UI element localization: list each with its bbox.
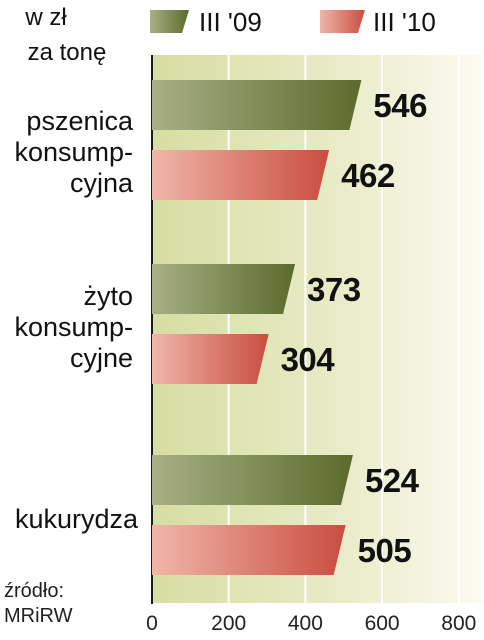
x-tick-label-400: 400 [288, 612, 323, 635]
category-label-zyto: żyto konsump- cyjne [14, 281, 133, 373]
legend-swatch-2009 [150, 10, 189, 33]
value-label-zyto-2010: 304 [281, 341, 336, 378]
value-label-kukurydza-2009: 524 [365, 462, 420, 499]
value-label-pszenica-2010: 462 [341, 157, 395, 194]
category-kukurydza-line-1: kukurydza [15, 504, 139, 534]
source-note: źródło: MRiRW [4, 580, 73, 627]
category-label-pszenica: pszenica konsump- cyjna [14, 106, 134, 198]
plot-background [152, 55, 482, 603]
source-line-1: źródło: [4, 580, 64, 602]
category-pszenica-line-3: cyjna [70, 168, 134, 198]
legend-label-2010: III '10 [373, 7, 436, 37]
value-label-kukurydza-2010: 505 [358, 532, 412, 569]
category-zyto-line-2: konsump- [14, 312, 133, 342]
legend-label-2009: III '09 [199, 7, 262, 37]
unit-line-1: w zł [24, 4, 67, 31]
value-label-pszenica-2009: 546 [373, 87, 427, 124]
legend-item-2010: III '10 [320, 7, 436, 37]
unit-label: w zł za tonę [24, 4, 106, 66]
x-tick-label-200: 200 [211, 612, 246, 635]
x-tick-label-800: 800 [441, 612, 476, 635]
legend-swatch-2010 [320, 10, 365, 33]
bar-pszenica-2009 [152, 80, 362, 130]
grid [227, 55, 460, 603]
source-line-2: MRiRW [4, 605, 73, 627]
category-pszenica-line-2: konsump- [14, 137, 133, 167]
legend-item-2009: III '09 [150, 7, 262, 37]
x-tick-label-0: 0 [146, 612, 158, 635]
x-axis-ticks: 0 200 400 600 800 [146, 612, 476, 635]
value-label-zyto-2009: 373 [307, 271, 361, 308]
legend: III '09 III '10 [150, 7, 436, 37]
bar-pszenica-2010 [152, 150, 330, 200]
bar-kukurydza-2009 [152, 455, 353, 505]
x-tick-label-600: 600 [365, 612, 400, 635]
value-labels: 546 373 524 462 304 505 [281, 87, 428, 569]
category-pszenica-line-1: pszenica [26, 106, 134, 136]
bar-zyto-2010 [152, 334, 269, 384]
bars [152, 80, 362, 575]
bar-zyto-2009 [152, 264, 296, 314]
category-label-kukurydza: kukurydza [15, 504, 139, 534]
bar-kukurydza-2010 [152, 525, 346, 575]
unit-line-2: za tonę [28, 39, 107, 66]
category-zyto-line-3: cyjne [70, 343, 133, 373]
category-zyto-line-1: żyto [83, 281, 133, 311]
